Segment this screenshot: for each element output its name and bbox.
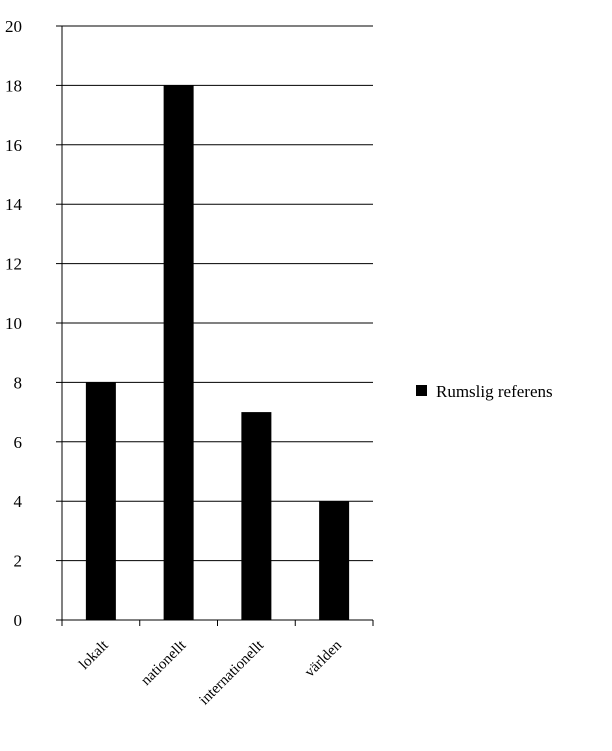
y-tick-label: 4 — [14, 492, 23, 511]
y-tick-label: 20 — [5, 17, 22, 36]
x-tick-label: nationellt — [138, 637, 190, 689]
axes — [56, 25, 374, 626]
legend-label: Rumslig referens — [436, 382, 553, 401]
y-tick-label: 8 — [14, 373, 23, 392]
bar-nationellt — [163, 85, 194, 620]
bar-världen — [319, 501, 350, 620]
x-tick-label: internationellt — [196, 637, 267, 708]
bar-internationellt — [241, 412, 272, 620]
bar-lokalt — [85, 382, 116, 620]
y-tick-labels: 0 2 4 6 8 10 12 14 16 18 20 — [5, 17, 23, 630]
x-tick-label: lokalt — [76, 637, 112, 673]
legend-swatch — [416, 385, 427, 396]
legend: Rumslig referens — [416, 382, 553, 401]
x-tick-label: världen — [302, 637, 345, 680]
y-tick-label: 12 — [5, 255, 22, 274]
y-tick-label: 18 — [5, 76, 22, 95]
y-tick-label: 14 — [5, 195, 23, 214]
y-tick-label: 0 — [14, 611, 23, 630]
x-tick-labels: lokalt nationellt internationellt världen — [76, 637, 345, 708]
y-tick-label: 16 — [5, 136, 22, 155]
y-tick-label: 2 — [14, 552, 23, 571]
bars — [85, 85, 350, 620]
y-tick-label: 10 — [5, 314, 22, 333]
y-tick-label: 6 — [14, 433, 23, 452]
